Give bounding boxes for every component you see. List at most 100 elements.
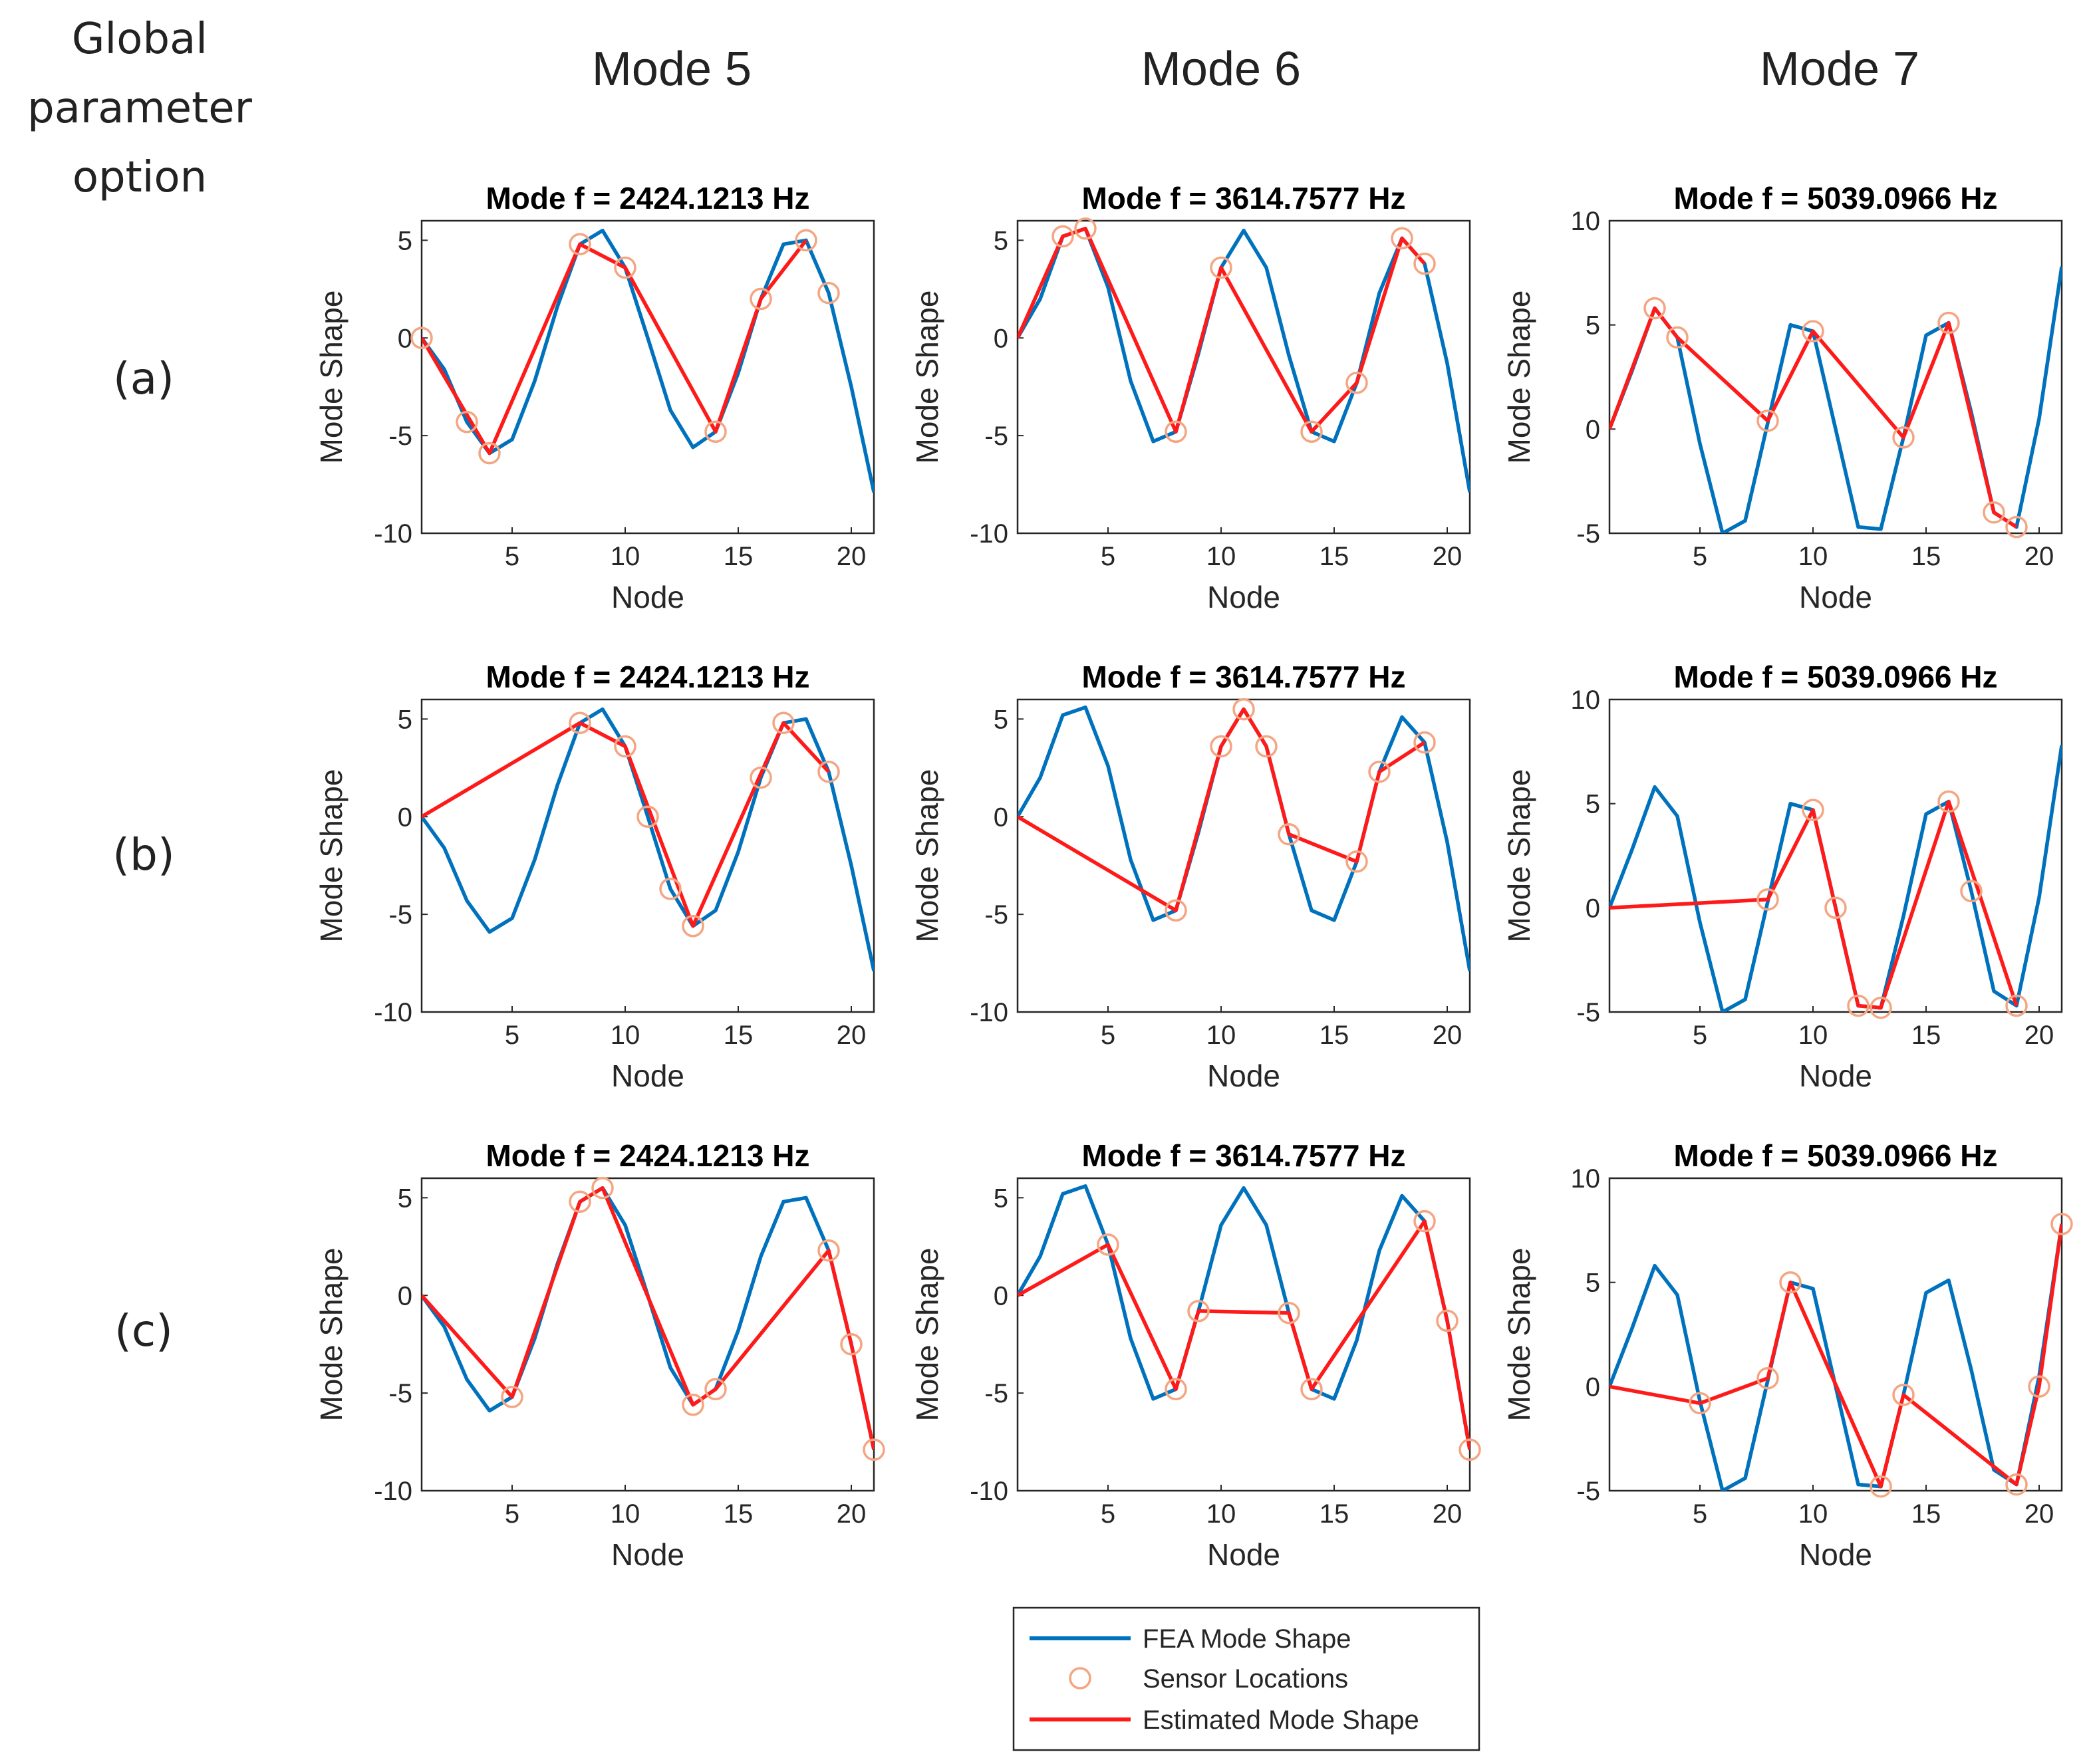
legend-sensor-label: Sensor Locations	[1143, 1664, 1348, 1694]
sensor-marker	[410, 326, 433, 350]
plot-area	[1608, 219, 2063, 535]
sensor-marker	[659, 878, 682, 900]
panels-grid: 5 10 15 20 -10 -5 0 5 Mode f = 2424.1213 Hz Node M…	[314, 181, 2073, 1572]
y-axis-label: Mode Shape	[314, 1248, 348, 1422]
x-tick-label: 5	[505, 1021, 519, 1050]
plot-area	[1608, 698, 2063, 1013]
y-tick-label: 0	[1586, 1372, 1600, 1402]
y-tick-label: -5	[388, 1379, 412, 1408]
x-tick-label: 15	[1320, 1021, 1349, 1050]
x-tick-label: 5	[1693, 542, 1707, 571]
x-axis-label: Node	[1799, 1059, 1872, 1093]
sensor-marker	[1802, 320, 1824, 342]
sensor-marker	[1870, 1475, 1892, 1498]
y-tick-label: -10	[970, 1477, 1008, 1506]
y-axis-label: Mode Shape	[1502, 291, 1536, 464]
y-tick-label: -5	[984, 422, 1008, 451]
row-label-b: (b)	[112, 829, 174, 880]
panel-a-mode6: 5 10 15 20 -10 -5 0 5 Mode f = 3614.7577 Hz Node M…	[910, 181, 1471, 614]
sensor-marker	[772, 711, 795, 735]
sensor-marker	[591, 1176, 614, 1199]
sensor-marker	[817, 1239, 840, 1262]
plot-area	[420, 698, 875, 1013]
panel-title: Mode f = 5039.0966 Hz	[1673, 1138, 1997, 1173]
x-axis-label: Node	[611, 580, 684, 614]
x-tick-label: 20	[1433, 1021, 1463, 1050]
sensor-marker	[1689, 1392, 1711, 1415]
x-tick-label: 10	[611, 1021, 640, 1050]
y-tick-label: 0	[398, 803, 412, 832]
sensor-marker	[1779, 1271, 1802, 1294]
sensor-marker	[1413, 731, 1436, 754]
y-tick-label: 0	[398, 324, 412, 353]
panel-b-mode7: 5 10 15 20 -5 0 5 10 Mode f = 5039.0966 Hz Node Mo…	[1502, 660, 2063, 1093]
sensor-marker	[1300, 420, 1323, 443]
x-tick-label: 15	[1320, 542, 1349, 571]
estimated-mode-shape-line	[422, 1186, 874, 1450]
plot-area	[1016, 698, 1471, 1013]
y-tick-label: -10	[374, 519, 412, 549]
y-tick-label: 10	[1571, 207, 1601, 236]
y-tick-label: -5	[1576, 998, 1600, 1027]
x-axis-label: Node	[1207, 1059, 1280, 1093]
estimated-mode-shape-line	[422, 239, 808, 455]
series-layer	[422, 228, 874, 493]
x-axis-label: Node	[611, 1537, 684, 1572]
y-tick-label: 0	[1586, 415, 1600, 444]
x-tick-label: 10	[611, 1499, 640, 1529]
series-layer	[1609, 1223, 2062, 1491]
y-tick-label: -5	[1576, 1477, 1600, 1506]
x-tick-label: 20	[837, 1499, 867, 1529]
estimated-mode-shape-line	[1609, 306, 2018, 529]
x-tick-label: 20	[837, 542, 867, 571]
y-tick-label: 0	[994, 324, 1008, 353]
sensor-marker	[636, 805, 659, 828]
sensor-marker	[1210, 735, 1232, 758]
panel-b-mode5: 5 10 15 20 -10 -5 0 5 Mode f = 2424.1213 Hz Node M…	[314, 660, 875, 1093]
sensor-marker	[1756, 410, 1779, 432]
sensor-marker	[1459, 1438, 1481, 1461]
sensor-marker	[1413, 252, 1436, 275]
x-tick-label: 15	[1320, 1499, 1349, 1529]
sensor-marker	[704, 420, 727, 443]
series-layer	[1609, 745, 2062, 1012]
x-tick-label: 15	[1911, 1499, 1941, 1529]
sensor-marker	[1802, 799, 1824, 821]
y-tick-label: -10	[374, 998, 412, 1027]
y-tick-label: -5	[984, 900, 1008, 930]
y-tick-label: 0	[994, 1281, 1008, 1311]
sensor-marker	[1756, 888, 1779, 911]
sensor-marker	[2005, 1473, 2028, 1496]
sensor-marker	[1278, 1301, 1300, 1324]
y-tick-label: -10	[374, 1477, 412, 1506]
legend-sensor-swatch	[1069, 1667, 1091, 1690]
fea-mode-shape-line	[1018, 1184, 1470, 1450]
sensor-marker	[795, 229, 817, 252]
panel-a-mode7: 5 10 15 20 -5 0 5 10 Mode f = 5039.0966 Hz Node Mo…	[1502, 181, 2063, 614]
panel-c-mode5: 5 10 15 20 -10 -5 0 5 Mode f = 2424.1213 Hz Node M…	[314, 1138, 885, 1572]
series-layer	[1018, 1184, 1470, 1450]
sensor-marker	[2005, 515, 2028, 539]
x-tick-label: 10	[1206, 1499, 1236, 1529]
estimated-mode-shape-line	[1018, 707, 1426, 913]
sensor-marker	[1255, 735, 1278, 758]
sensor-marker	[1824, 896, 1847, 920]
sensor-marker	[2005, 994, 2028, 1017]
row-label-a: (a)	[113, 353, 174, 404]
x-tick-label: 5	[1101, 542, 1115, 571]
y-tick-label: 0	[1586, 894, 1600, 923]
sensor-marker	[1232, 697, 1255, 721]
panel-c-mode7: 5 10 15 20 -5 0 5 10 Mode f = 5039.0966 Hz Node Mo…	[1502, 1138, 2073, 1572]
x-tick-label: 15	[724, 542, 754, 571]
y-axis-label: Mode Shape	[1502, 769, 1536, 943]
row-label-c: (c)	[114, 1305, 173, 1356]
column-header-mode-7: Mode 7	[1760, 43, 1919, 96]
series-layer	[1018, 705, 1470, 971]
sensor-marker	[1074, 217, 1097, 240]
plot-area	[420, 219, 875, 535]
fea-mode-shape-line	[422, 707, 874, 971]
sensor-marker	[863, 1438, 885, 1461]
sensor-marker	[840, 1332, 863, 1356]
y-tick-label: 0	[398, 1281, 412, 1311]
